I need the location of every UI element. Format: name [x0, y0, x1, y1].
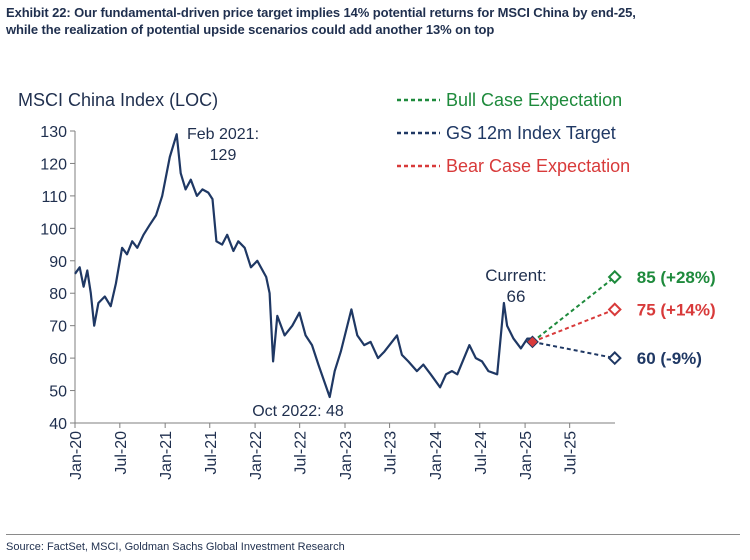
x-tick-label: Jan-25: [518, 431, 535, 480]
exhibit-title-line-2: while the realization of potential upsid…: [6, 22, 495, 37]
projection-line: [532, 340, 615, 360]
projection-value-label: 75 (+14%): [637, 300, 716, 319]
x-tick-label: Jan-20: [68, 431, 85, 480]
annotations-group: Feb 2021: 129 Current: 66 Oct 2022: 48: [187, 126, 547, 420]
projection-value-label: 85 (+28%): [637, 268, 716, 287]
y-tick-label: 110: [41, 189, 67, 206]
annotation-current-line2: 66: [507, 287, 526, 306]
projection-line: [532, 308, 616, 343]
axes: 40 50 60 70 80 90 100 110 120 130 Jan-20 Jul-20 Jan-…: [40, 124, 615, 480]
y-tick-label: 90: [49, 254, 67, 271]
projection-end-marker: [607, 351, 622, 366]
exhibit-title: Exhibit 22: Our fundamental-driven price…: [6, 4, 741, 38]
exhibit-title-line-1: Exhibit 22: Our fundamental-driven price…: [6, 5, 636, 20]
x-tick-label: Jul-25: [563, 431, 580, 475]
x-tick-label: Jan-21: [158, 431, 175, 480]
annotation-peak-line2: 129: [210, 147, 237, 164]
x-tick-label: Jan-22: [248, 431, 265, 480]
y-tick-label: 120: [40, 156, 67, 173]
x-tick-label: Jul-21: [203, 431, 220, 475]
x-tick-label: Jan-24: [428, 431, 445, 480]
legend-label: GS 12m Index Target: [446, 123, 616, 143]
y-tick-label: 100: [40, 221, 67, 238]
projection-end-marker: [607, 269, 622, 285]
projection-value-label: 60 (-9%): [637, 349, 702, 368]
annotation-trough: Oct 2022: 48: [252, 403, 344, 420]
series-group: [74, 133, 533, 399]
projection-end-marker: [607, 302, 622, 317]
series-msci-china-line: [74, 133, 533, 399]
chart-title: MSCI China Index (LOC): [18, 90, 218, 110]
current-marker: [526, 335, 539, 349]
x-tick-label: Jul-22: [293, 431, 310, 475]
msci-china-chart: MSCI China Index (LOC) 40 50 60 70 80 90 100 11…: [18, 90, 716, 480]
source-note: Source: FactSet, MSCI, Goldman Sachs Glo…: [6, 541, 345, 553]
y-tick-label: 70: [49, 319, 67, 336]
legend: Bull Case Expectation GS 12m Index Target…: [397, 90, 630, 176]
y-tick-label: 80: [49, 286, 67, 303]
annotation-current-line1: Current:: [485, 266, 546, 285]
y-tick-label: 50: [49, 384, 67, 401]
projections-group: 85 (+28%) 75 (+14%) 60 (-9%): [526, 268, 716, 368]
legend-label: Bear Case Expectation: [446, 156, 630, 176]
y-tick-label: 130: [40, 124, 67, 141]
annotation-peak-line1: Feb 2021:: [187, 126, 259, 143]
x-tick-label: Jan-23: [338, 431, 355, 480]
legend-label: Bull Case Expectation: [446, 90, 622, 110]
y-tick-label: 60: [49, 351, 67, 368]
y-tick-label: 40: [49, 416, 67, 433]
x-tick-label: Jul-24: [473, 431, 490, 475]
x-tick-label: Jul-23: [383, 431, 400, 475]
source-divider: [6, 534, 740, 535]
x-tick-label: Jul-20: [113, 431, 130, 475]
projection-line: [531, 276, 616, 343]
